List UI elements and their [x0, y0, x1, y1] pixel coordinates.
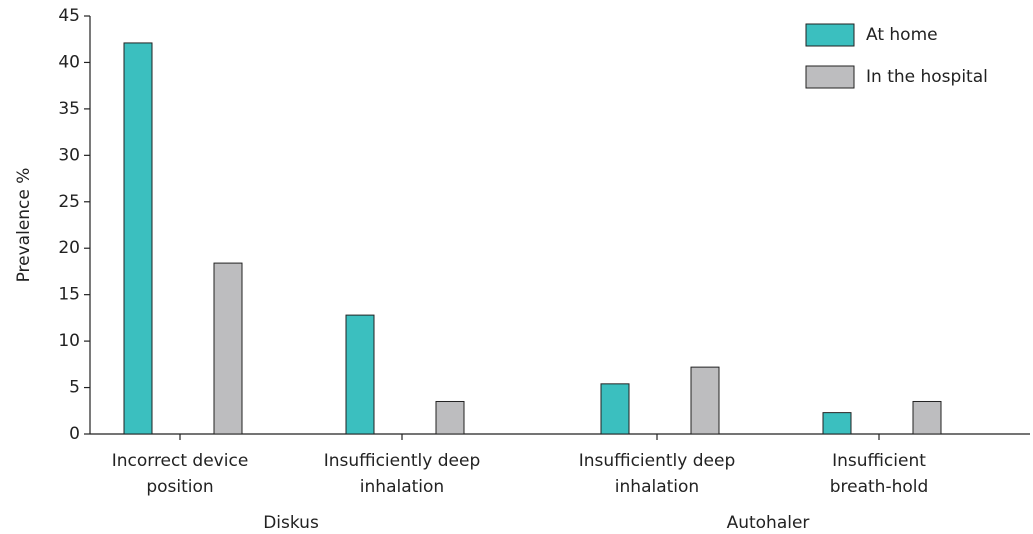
x-tick-label: Insufficient [832, 451, 926, 471]
bar [600, 383, 630, 435]
y-tick-label: 40 [58, 52, 80, 72]
bar [123, 42, 153, 435]
x-tick-label: Insufficiently deep [324, 451, 481, 471]
legend-label: In the hospital [866, 67, 988, 87]
legend-label: At home [866, 25, 938, 45]
bar [822, 412, 852, 435]
x-tick-label: Insufficiently deep [579, 451, 736, 471]
x-tick-label: breath-hold [830, 477, 929, 497]
x-tick-label: Incorrect device [112, 451, 249, 471]
bar [345, 314, 375, 435]
y-axis-title: Prevalence % [14, 168, 34, 283]
y-tick-label: 20 [58, 238, 80, 258]
y-tick-label: 0 [69, 424, 80, 444]
y-tick-label: 45 [58, 6, 80, 26]
y-tick-label: 10 [58, 331, 80, 351]
y-tick-label: 15 [58, 285, 80, 305]
y-tick-label: 25 [58, 192, 80, 212]
bar [435, 400, 465, 435]
bar [912, 400, 942, 435]
group-label: Diskus [263, 513, 319, 533]
x-tick-label: position [146, 477, 213, 497]
bar [690, 366, 720, 435]
group-label: Autohaler [727, 513, 810, 533]
legend-swatch [805, 65, 855, 89]
x-tick-label: inhalation [360, 477, 444, 497]
legend-swatch [805, 23, 855, 47]
y-tick-label: 30 [58, 145, 80, 165]
x-tick-label: inhalation [615, 477, 699, 497]
y-tick-label: 35 [58, 99, 80, 119]
y-tick-label: 5 [69, 378, 80, 398]
bar [213, 262, 243, 435]
